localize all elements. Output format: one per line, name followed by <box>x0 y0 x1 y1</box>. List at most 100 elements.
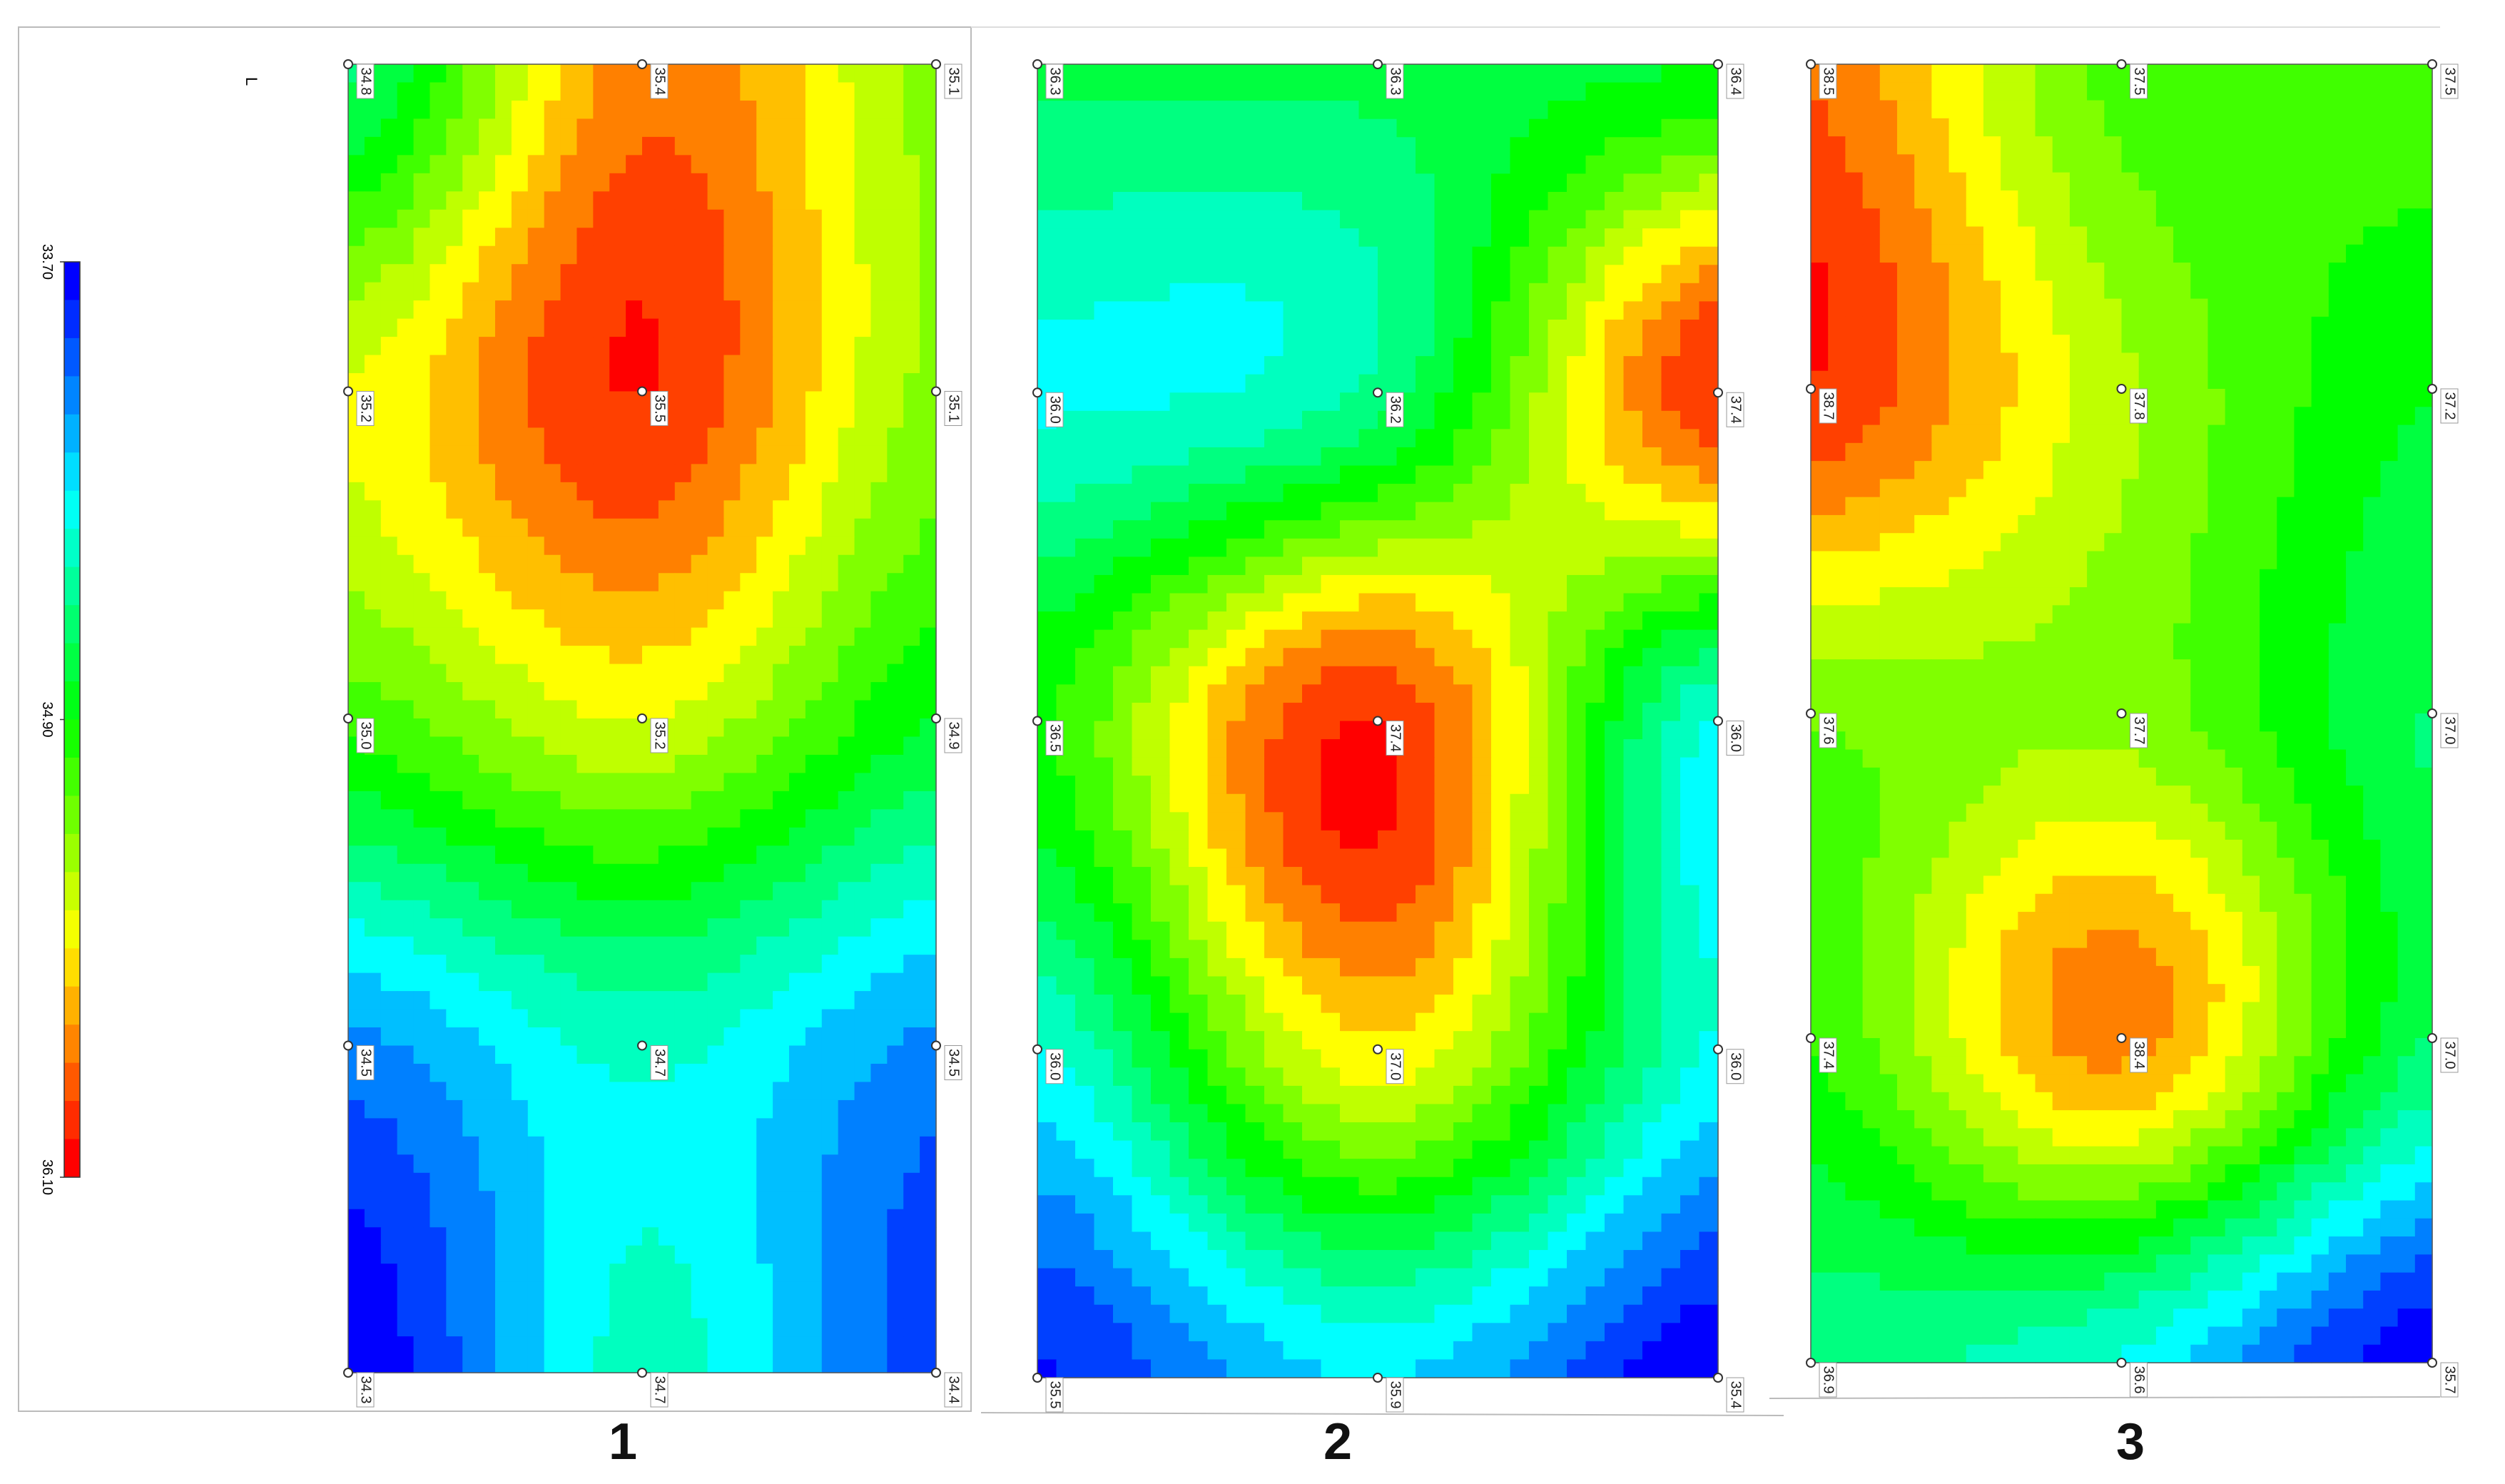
field-cell <box>870 282 888 301</box>
field-cell <box>1378 1140 1398 1159</box>
field-cell <box>1075 410 1095 430</box>
field-cell <box>1264 137 1284 156</box>
field-cell <box>511 1336 529 1356</box>
field-cell <box>1207 101 1227 120</box>
field-cell <box>1321 429 1341 448</box>
field-cell <box>756 136 773 156</box>
field-cell <box>1396 812 1416 831</box>
field-cell <box>1567 82 1587 101</box>
field-cell <box>1151 210 1171 229</box>
field-cell <box>838 918 855 937</box>
field-cell <box>691 936 708 955</box>
field-cell <box>1075 830 1095 850</box>
field-cell <box>1132 64 1152 83</box>
field-cell <box>1472 191 1492 211</box>
field-cell <box>707 318 725 337</box>
field-cell <box>887 664 904 683</box>
field-cell <box>920 409 937 429</box>
field-cell <box>1378 629 1398 649</box>
field-cell <box>1321 392 1341 412</box>
field-cell <box>413 1027 431 1047</box>
field-cell <box>348 1009 365 1028</box>
field-cell <box>626 809 643 828</box>
field-cell <box>1169 520 1189 539</box>
field-cell <box>1585 1213 1605 1233</box>
field-cell <box>887 228 904 247</box>
field-cell <box>1623 538 1643 557</box>
field-cell <box>1226 1231 1246 1251</box>
field-cell <box>773 173 790 192</box>
field-cell <box>691 1118 708 1137</box>
field-cell <box>1075 684 1095 703</box>
field-cell <box>1094 1067 1114 1087</box>
field-cell <box>838 863 855 883</box>
field-cell <box>789 827 806 846</box>
field-cell <box>1699 429 1719 448</box>
field-cell <box>626 537 643 556</box>
field-cell <box>1056 1176 1076 1196</box>
field-cell <box>642 573 659 592</box>
field-cell <box>674 1300 692 1319</box>
field-cell <box>1661 210 1681 229</box>
field-cell <box>609 936 626 955</box>
field-cell <box>821 173 839 192</box>
field-cell <box>1416 757 1436 776</box>
field-cell <box>1680 1140 1700 1159</box>
point-label: 34.7 <box>652 1049 668 1077</box>
field-cell <box>1037 1012 1057 1032</box>
field-cell <box>838 700 855 719</box>
field-cell <box>446 1227 463 1246</box>
field-cell <box>348 863 365 883</box>
colorbar-segment <box>64 833 80 873</box>
field-cell <box>903 1045 920 1064</box>
field-cell <box>1302 1195 1322 1214</box>
field-cell <box>740 900 757 919</box>
field-cell <box>1472 940 1492 959</box>
field-cell <box>1056 301 1076 320</box>
field-cell <box>1094 940 1114 959</box>
field-cell <box>707 1082 725 1101</box>
field-cell <box>789 664 806 683</box>
field-cell <box>1264 666 1284 685</box>
field-cell <box>1358 319 1378 339</box>
field-cell <box>1378 957 1398 977</box>
field-cell <box>1075 1176 1095 1196</box>
field-cell <box>1113 1213 1133 1233</box>
field-cell <box>674 1136 692 1155</box>
field-cell <box>380 754 398 774</box>
field-cell <box>854 1099 872 1119</box>
field-cell <box>1189 228 1209 248</box>
field-cell <box>1189 885 1209 904</box>
field-cell <box>740 191 757 210</box>
field-cell <box>1340 228 1360 248</box>
field-cell <box>527 537 545 556</box>
field-cell <box>560 591 578 610</box>
field-cell <box>348 573 365 592</box>
field-cell <box>527 1300 545 1319</box>
field-cell <box>1283 721 1303 740</box>
field-cell <box>723 972 741 992</box>
field-cell <box>544 664 562 683</box>
field-cell <box>1567 1049 1587 1068</box>
field-cell <box>1321 1159 1341 1178</box>
field-cell <box>348 882 365 901</box>
field-cell <box>1585 538 1605 557</box>
field-cell <box>805 391 823 410</box>
field-cell <box>479 118 496 138</box>
field-cell <box>1510 1049 1530 1068</box>
field-cell <box>1264 410 1284 430</box>
field-cell <box>1548 465 1567 484</box>
field-cell <box>1340 629 1360 649</box>
field-cell <box>1094 337 1114 357</box>
field-cell <box>495 609 512 629</box>
field-cell <box>560 682 578 701</box>
field-cell <box>1567 64 1587 83</box>
field-cell <box>1529 484 1549 503</box>
field-cell <box>674 736 692 756</box>
field-cell <box>642 791 659 810</box>
field-cell <box>413 518 431 537</box>
field-cell <box>1075 793 1095 813</box>
field-cell <box>593 863 610 883</box>
field-cell <box>609 1318 626 1337</box>
field-cell <box>1169 648 1189 667</box>
